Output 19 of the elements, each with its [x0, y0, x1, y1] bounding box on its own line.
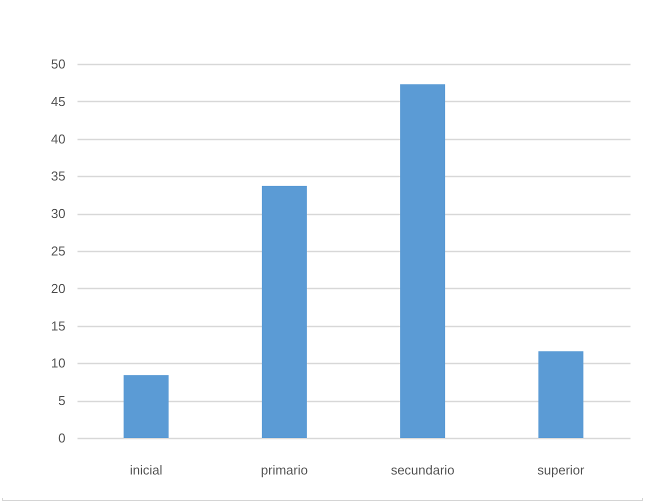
x-tick-label: secundario — [390, 462, 454, 478]
bar — [124, 375, 169, 438]
y-tick-label: 10 — [51, 356, 66, 371]
y-tick-label: 25 — [51, 244, 66, 258]
y-tick-label: 40 — [51, 131, 66, 146]
y-tick-label: 20 — [51, 280, 66, 296]
y-tick-label: 0 — [58, 430, 66, 446]
bar — [262, 186, 307, 438]
bar — [400, 84, 446, 438]
y-tick-label: 45 — [51, 94, 66, 109]
y-tick-label: 50 — [51, 56, 66, 72]
bar — [538, 351, 584, 438]
y-tick-label: 15 — [51, 318, 66, 334]
x-tick-label: primario — [260, 462, 308, 478]
y-tick-label: 30 — [51, 206, 66, 222]
x-tick-label: inicial — [130, 462, 162, 478]
y-tick-label: 5 — [58, 393, 66, 408]
x-tick-label: superior — [537, 462, 586, 478]
y-tick-label: 35 — [51, 168, 66, 184]
